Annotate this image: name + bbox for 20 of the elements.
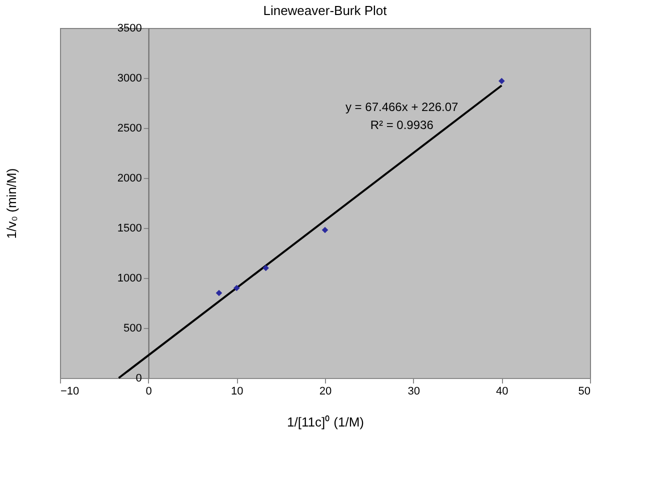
x-tick-label: 0: [146, 386, 152, 398]
y-axis-title: 1/v₀ (min/M): [4, 168, 20, 239]
x-tick-label: 50: [578, 386, 590, 398]
y-tick-label: 2000: [117, 172, 142, 184]
annotation: R² = 0.9936: [370, 118, 434, 132]
y-tick-label: 0: [136, 372, 142, 384]
x-axis-title: 1/[11c]⁰ (1/M): [286, 414, 364, 430]
x-tick-label: 40: [496, 386, 508, 398]
y-tick-label: 1500: [117, 222, 142, 234]
y-tick-label: 2500: [117, 122, 142, 134]
y-tick-label: 1000: [117, 272, 142, 284]
y-tick-label: 500: [123, 322, 142, 334]
chart-title: Lineweaver-Burk Plot: [263, 3, 388, 18]
x-tick-label: 20: [319, 386, 332, 398]
x-tick-label: 30: [408, 386, 420, 398]
y-tick-label: 3000: [117, 72, 142, 84]
x-tick-label: 10: [231, 386, 244, 398]
x-tick-label: −10: [60, 386, 80, 398]
annotation: y = 67.466x + 226.07: [345, 100, 459, 114]
y-tick-label: 3500: [117, 22, 142, 34]
